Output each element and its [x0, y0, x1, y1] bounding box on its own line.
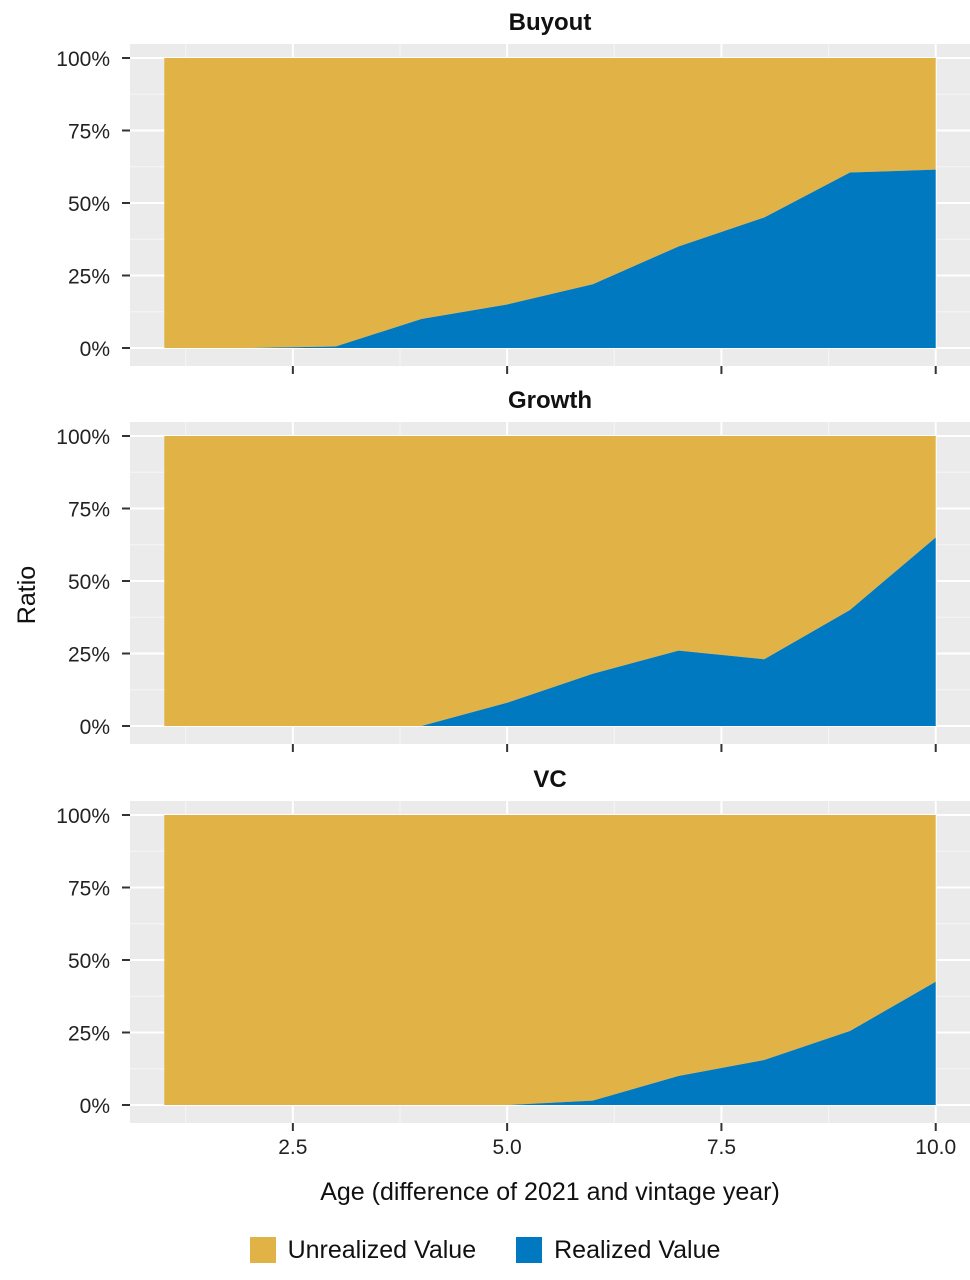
area-unrealized-value [164, 436, 936, 726]
x-tick-label: 5.0 [493, 1136, 522, 1159]
area-realized-value [164, 537, 936, 726]
y-tick-label: 100% [56, 48, 110, 71]
y-tick-label: 50% [68, 950, 110, 973]
y-tick-label: 0% [80, 1095, 110, 1118]
x-tick-label: 10.0 [915, 1136, 956, 1159]
y-tick-label: 25% [68, 1023, 110, 1046]
y-tick-label: 75% [68, 499, 110, 522]
legend-swatch-realized [516, 1237, 543, 1263]
area-realized-value [164, 169, 936, 348]
y-tick-label: 0% [80, 716, 110, 739]
legend-item-realized: Realized Value [516, 1236, 720, 1265]
area-realized-value [164, 981, 936, 1105]
y-tick-label: 50% [68, 193, 110, 216]
facet-vc: VC 0% 25% 50% 75% 100% 2.5 5.0 7.5 10.0 [56, 766, 970, 1159]
legend-swatch-unrealized [249, 1237, 276, 1263]
y-tick-label: 25% [68, 644, 110, 667]
legend: Unrealized Value Realized Value [0, 1228, 970, 1272]
facet-title: Buyout [509, 9, 592, 36]
y-tick-label: 50% [68, 571, 110, 594]
facet-growth: Growth 0% 25% 50% 75% 100% [56, 387, 970, 752]
y-tick-label: 100% [56, 805, 110, 828]
x-tick-label: 7.5 [707, 1136, 736, 1159]
x-axis-title: Age (difference of 2021 and vintage year… [320, 1178, 780, 1206]
y-tick-label: 75% [68, 878, 110, 901]
legend-label-unrealized: Unrealized Value [287, 1235, 477, 1264]
y-tick-label: 75% [68, 121, 110, 144]
facet-title: Growth [508, 387, 592, 414]
y-tick-label: 25% [68, 266, 110, 289]
legend-label-realized: Realized Value [554, 1235, 721, 1264]
area-unrealized-value [164, 58, 936, 348]
facet-title: VC [533, 766, 566, 793]
area-unrealized-value [164, 815, 936, 1105]
y-axis-title: Ratio [13, 566, 41, 624]
facet-buyout: Buyout 0% 25% 50% 75% 100% [56, 9, 970, 374]
y-tick-label: 0% [80, 338, 110, 361]
y-tick-label: 100% [56, 426, 110, 449]
x-tick-label: 2.5 [278, 1136, 307, 1159]
legend-item-unrealized: Unrealized Value [249, 1235, 477, 1265]
